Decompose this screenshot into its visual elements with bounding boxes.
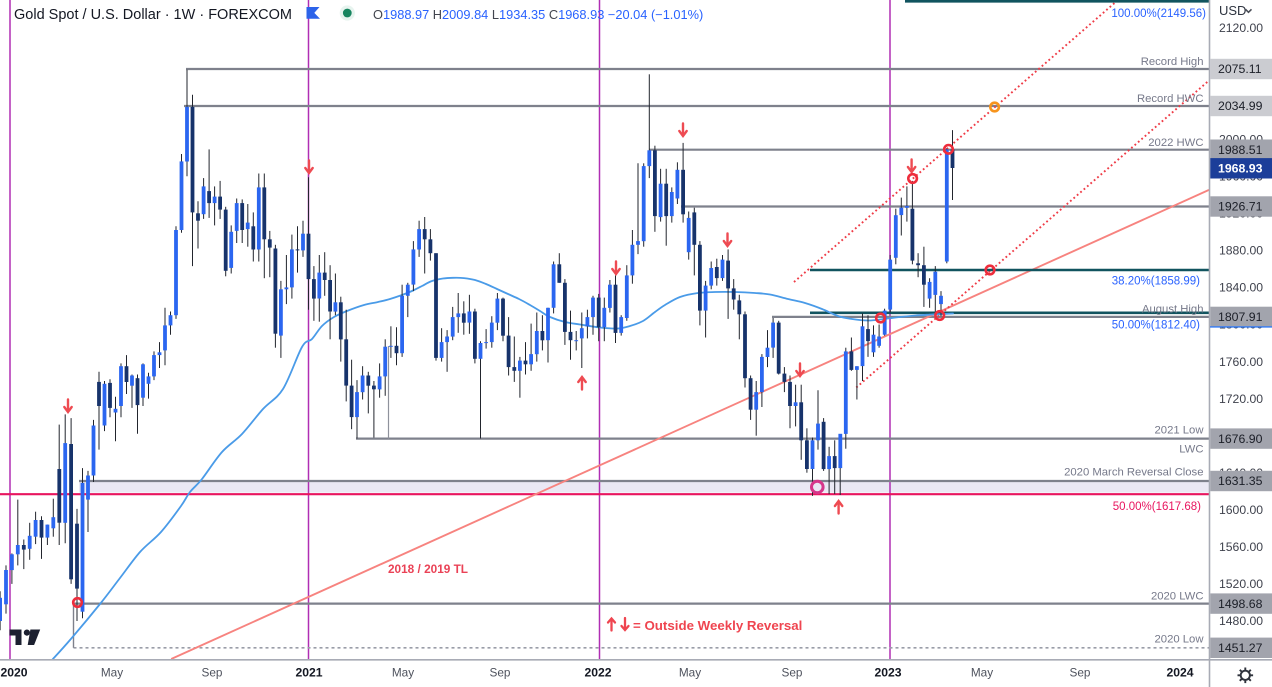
svg-text:1631.35: 1631.35: [1218, 474, 1263, 488]
svg-text:Record HWC: Record HWC: [1137, 93, 1204, 105]
svg-text:August High: August High: [1142, 304, 1204, 316]
svg-text:2021: 2021: [295, 666, 322, 680]
svg-text:Record High: Record High: [1141, 56, 1204, 68]
svg-text:1520.00: 1520.00: [1219, 577, 1263, 591]
svg-text:USD: USD: [1219, 3, 1246, 18]
svg-text:Sep: Sep: [1070, 666, 1091, 680]
svg-text:Sep: Sep: [782, 666, 803, 680]
svg-text:1498.68: 1498.68: [1218, 597, 1263, 611]
svg-text:May: May: [679, 666, 701, 680]
svg-text:2021 Low: 2021 Low: [1155, 425, 1205, 437]
svg-text:1807.91: 1807.91: [1218, 310, 1263, 324]
svg-text:2020: 2020: [0, 666, 27, 680]
svg-text:1676.90: 1676.90: [1218, 432, 1263, 446]
svg-text:2022 HWC: 2022 HWC: [1148, 137, 1203, 149]
svg-text:2034.99: 2034.99: [1218, 99, 1263, 113]
svg-text:2022: 2022: [584, 666, 611, 680]
svg-text:2024: 2024: [1166, 666, 1193, 680]
svg-text:1720.00: 1720.00: [1219, 392, 1263, 406]
svg-text:1840.00: 1840.00: [1219, 281, 1263, 295]
svg-text:Sep: Sep: [202, 666, 223, 680]
svg-text:Sep: Sep: [490, 666, 511, 680]
svg-text:1968.93: 1968.93: [1218, 162, 1263, 176]
svg-text:1988.51: 1988.51: [1218, 143, 1263, 157]
svg-text:1926.71: 1926.71: [1218, 200, 1263, 214]
svg-text:O1988.97 H2009.84 L1934.35 C19: O1988.97 H2009.84 L1934.35 C1968.93 −20.…: [373, 7, 703, 22]
svg-text:38.20%(1858.99): 38.20%(1858.99): [1112, 276, 1200, 288]
svg-text:2075.11: 2075.11: [1218, 62, 1262, 76]
svg-text:50.00%(1617.68): 50.00%(1617.68): [1113, 501, 1201, 513]
svg-text:May: May: [392, 666, 414, 680]
svg-text:2020 March Reversal Close: 2020 March Reversal Close: [1064, 467, 1203, 479]
svg-text:1600.00: 1600.00: [1219, 503, 1263, 517]
svg-text:2018 / 2019 TL: 2018 / 2019 TL: [388, 562, 468, 576]
svg-text:Gold Spot / U.S. Dollar · 1W ·: Gold Spot / U.S. Dollar · 1W · FOREXCOM: [14, 7, 292, 23]
svg-text:LWC: LWC: [1179, 444, 1203, 456]
svg-text:May: May: [971, 666, 993, 680]
svg-text:1560.00: 1560.00: [1219, 540, 1263, 554]
svg-text:100.00%(2149.56): 100.00%(2149.56): [1111, 8, 1206, 20]
svg-text:1451.27: 1451.27: [1218, 641, 1263, 655]
svg-text:1880.00: 1880.00: [1219, 244, 1263, 258]
svg-text:2020 LWC: 2020 LWC: [1151, 591, 1204, 603]
svg-text:1480.00: 1480.00: [1219, 614, 1263, 628]
svg-text:2120.00: 2120.00: [1219, 21, 1263, 35]
svg-text:2020 Low: 2020 Low: [1155, 634, 1205, 646]
svg-text:1760.00: 1760.00: [1219, 355, 1263, 369]
svg-text:May: May: [101, 666, 123, 680]
svg-text:50.00%(1812.40): 50.00%(1812.40): [1112, 320, 1200, 332]
svg-text:2023: 2023: [874, 666, 901, 680]
svg-text:= Outside Weekly Reversal: = Outside Weekly Reversal: [633, 618, 802, 633]
